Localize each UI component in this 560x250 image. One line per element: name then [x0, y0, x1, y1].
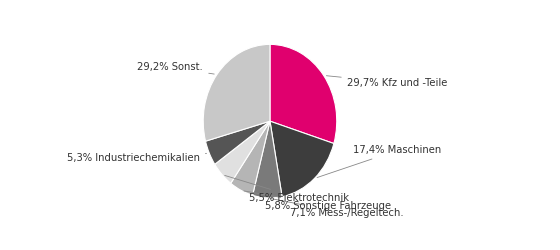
Wedge shape	[270, 44, 337, 144]
Wedge shape	[206, 121, 270, 164]
Text: 29,2% Sonst.: 29,2% Sonst.	[137, 62, 214, 74]
Wedge shape	[231, 121, 270, 195]
Text: 5,8% Sonstige Fahrzeuge: 5,8% Sonstige Fahrzeuge	[244, 191, 391, 210]
Wedge shape	[203, 44, 270, 141]
Text: 7,1% Mess-/Regeltech.: 7,1% Mess-/Regeltech.	[270, 198, 404, 218]
Wedge shape	[253, 121, 282, 198]
Text: 5,3% Industriechemikalien: 5,3% Industriechemikalien	[67, 153, 207, 163]
Text: 5,5% Elektrotechnik: 5,5% Elektrotechnik	[225, 176, 349, 203]
Text: 17,4% Maschinen: 17,4% Maschinen	[317, 145, 442, 178]
Text: 29,7% Kfz und -Teile: 29,7% Kfz und -Teile	[326, 76, 447, 88]
Wedge shape	[215, 121, 270, 183]
Wedge shape	[270, 121, 334, 197]
